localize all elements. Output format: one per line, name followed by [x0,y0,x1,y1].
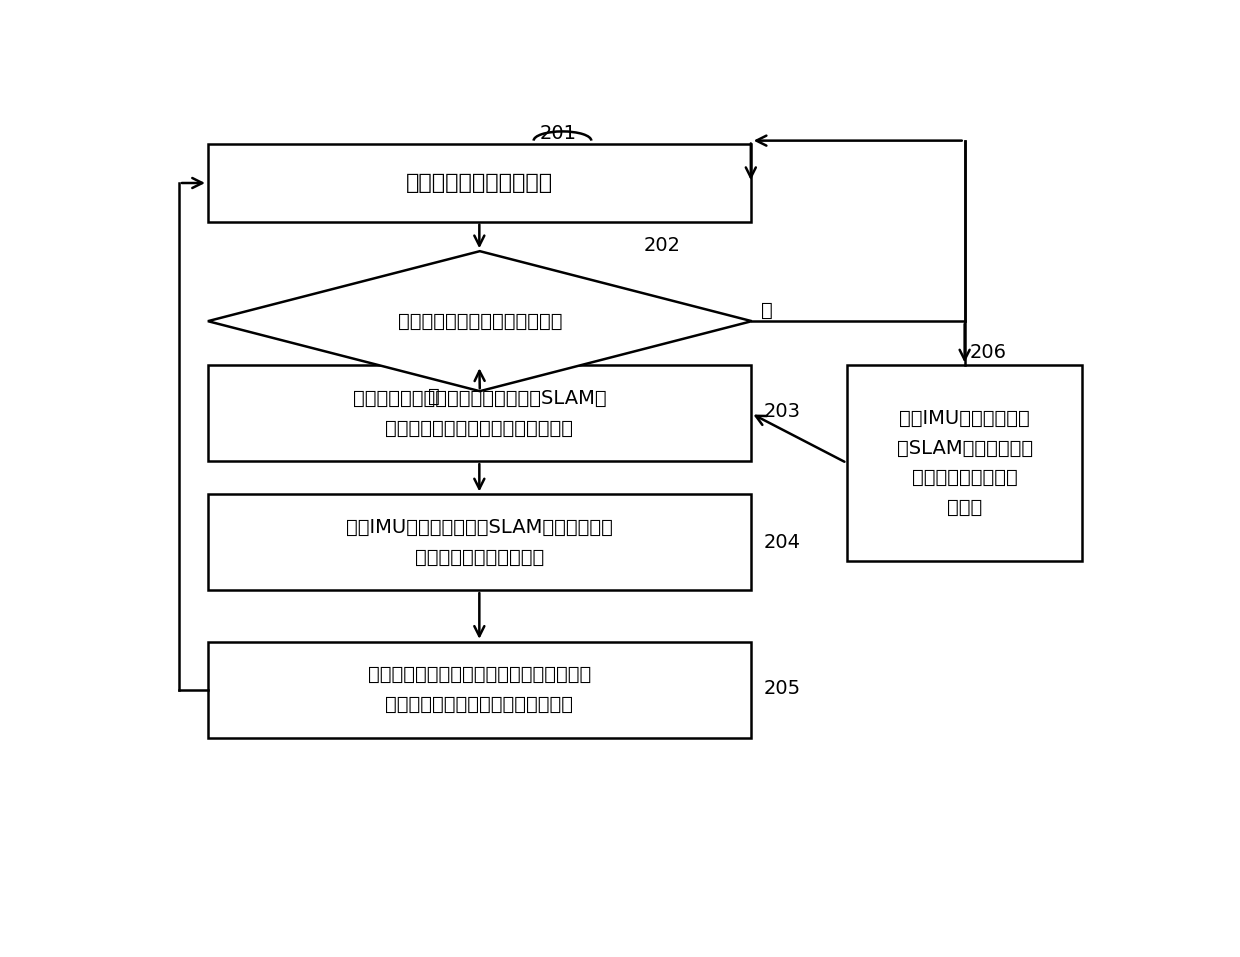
Text: 根据IMU的探测数据获取SLAM算法的尺度估
计值，作为第二尺度因子: 根据IMU的探测数据获取SLAM算法的尺度估 计值，作为第二尺度因子 [346,518,613,567]
Text: 基于尺度因子融合策略，根据第一尺度因子
和第二尺度因子确定单目视觉尺度值: 基于尺度因子融合策略，根据第一尺度因子 和第二尺度因子确定单目视觉尺度值 [368,665,591,714]
Text: 获取当前飞行高度估计值: 获取当前飞行高度估计值 [405,173,553,193]
Text: 203: 203 [764,402,800,421]
Text: 飞行高度估计值小于预定高度？: 飞行高度估计值小于预定高度？ [398,312,562,331]
Bar [208,642,750,738]
Bar [208,495,750,590]
Text: 是: 是 [428,387,439,406]
Bar [208,145,750,222]
Text: 206: 206 [970,344,1007,363]
Text: 根据IMU的探测数据获
取SLAM算法的尺度估
计值，作为单目视觉
尺度值: 根据IMU的探测数据获 取SLAM算法的尺度估 计值，作为单目视觉 尺度值 [897,410,1033,517]
Polygon shape [208,251,751,391]
Text: 205: 205 [764,679,801,698]
Text: 204: 204 [764,533,800,552]
Text: 否: 否 [761,300,773,320]
Bar [208,366,750,461]
Bar [847,366,1083,561]
Text: 根据距离探测传感器的探测数据获取SLAM算
法的尺度估计值，作为第一尺度因子: 根据距离探测传感器的探测数据获取SLAM算 法的尺度估计值，作为第一尺度因子 [352,389,606,437]
Text: 202: 202 [644,235,681,255]
Text: 201: 201 [539,123,577,143]
